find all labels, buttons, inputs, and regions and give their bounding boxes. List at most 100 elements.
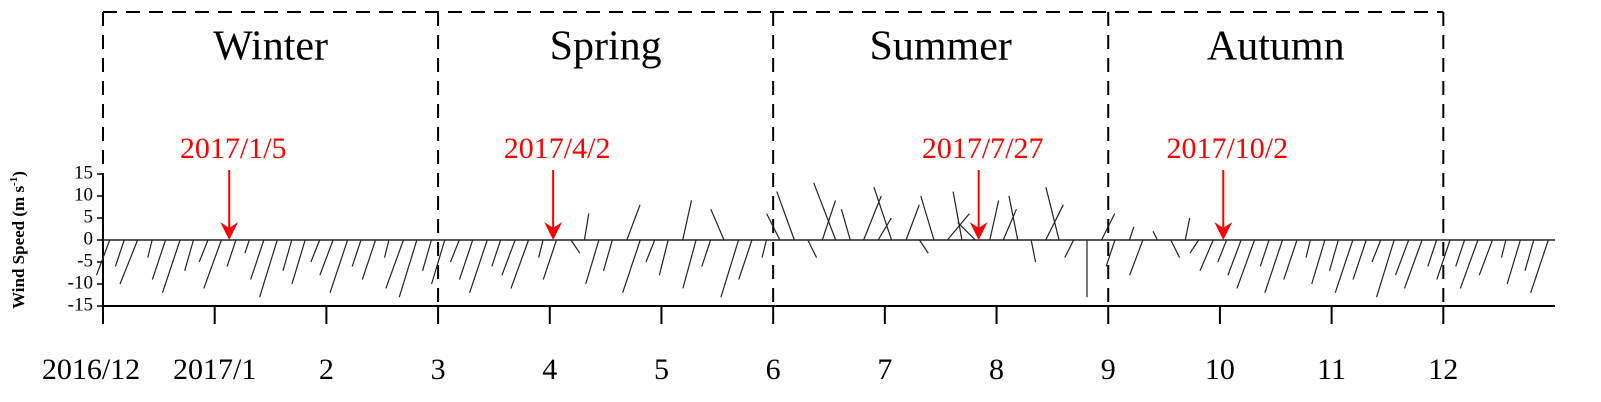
wind-stick [282, 239, 293, 271]
x-tick-label: 2017/1 [173, 353, 256, 386]
wind-stick [738, 239, 753, 280]
season-label: Summer [870, 24, 1012, 70]
wind-stick [920, 195, 935, 241]
wind-stick [1189, 239, 1200, 254]
wind-stick [1334, 239, 1354, 293]
wind-stick [807, 239, 818, 258]
wind-stick [449, 239, 460, 263]
y-tick-label: -10 [68, 272, 93, 293]
wind-stick [244, 239, 250, 254]
wind-stick [538, 239, 544, 258]
wind-stick [542, 239, 558, 280]
wind-stick [203, 239, 222, 289]
wind-stick [682, 239, 697, 289]
wind-stick [1455, 239, 1466, 267]
wind-stick [1500, 239, 1507, 258]
wind-stick [701, 239, 712, 267]
wind-stick [458, 239, 474, 280]
x-tick-label: 6 [766, 353, 781, 386]
annotation-label: 2017/4/2 [504, 132, 611, 165]
annotation-label: 2017/7/27 [922, 132, 1044, 165]
wind-stick [1100, 213, 1116, 241]
y-label-text: ) [9, 171, 28, 177]
x-tick-label: 5 [654, 353, 669, 386]
x-tick-label: 8 [989, 353, 1004, 386]
wind-stick [469, 239, 488, 293]
wind-stick [250, 239, 265, 280]
wind-stick [1311, 239, 1326, 285]
y-tick-label: 5 [84, 206, 94, 227]
wind-stick [989, 200, 1000, 241]
wind-stick [1506, 239, 1521, 285]
wind-stick [1375, 239, 1395, 298]
wind-stick [291, 239, 306, 285]
wind-stick [151, 239, 167, 280]
wind-stick [766, 213, 781, 241]
annotation-arrowhead [220, 222, 239, 240]
wind-stick [95, 239, 111, 276]
wind-stick [952, 191, 963, 241]
y-axis-label: Wind Speed (m s-1) [8, 171, 28, 309]
wind-stick [682, 200, 693, 241]
wind-stick [776, 191, 795, 241]
wind-stick [1259, 239, 1270, 267]
wind-stick [821, 200, 837, 241]
wind-stick [198, 239, 209, 263]
x-tick-label: 7 [877, 353, 892, 386]
wind-stick [385, 239, 405, 289]
wind-stick [421, 239, 432, 271]
x-tick-label: 2016/12 [42, 353, 140, 386]
wind-stick [583, 213, 590, 241]
wind-stick [114, 239, 125, 267]
x-tick-label: 3 [431, 353, 446, 386]
wind-stick [161, 239, 181, 293]
wind-stick [1184, 217, 1191, 241]
wind-stick [361, 239, 377, 280]
season-label: Autumn [1207, 24, 1345, 70]
wind-stick [1352, 239, 1367, 280]
annotation-arrowhead [969, 222, 988, 240]
wind-stick [1129, 239, 1144, 276]
y-label-sup: -1 [8, 177, 20, 186]
wind-stick [147, 239, 153, 258]
wind-stick [570, 239, 581, 254]
wind-stick [1105, 239, 1116, 267]
wind-stick [1264, 239, 1284, 293]
wind-stick [710, 208, 725, 241]
wind-stick [720, 239, 740, 298]
wind-stick [1524, 239, 1535, 271]
x-tick-label: 4 [542, 353, 557, 386]
wind-stick [1199, 239, 1214, 272]
wind-stick [813, 182, 837, 241]
wind-stick [877, 217, 892, 241]
wind-stick [501, 239, 516, 276]
wind-stick [1236, 239, 1256, 289]
wind-stick [1283, 239, 1298, 280]
season-label: Winter [213, 24, 328, 70]
wind-stick [1064, 239, 1075, 258]
x-tick-label: 2 [319, 353, 334, 386]
y-tick-label: 15 [74, 162, 93, 183]
wind-stick [1002, 208, 1017, 241]
wind-stick [1436, 239, 1451, 280]
wind-stick [1403, 239, 1423, 289]
wind-stick [351, 239, 362, 267]
wind-stick [1227, 239, 1242, 276]
wind-stick [622, 239, 641, 293]
wind-stick [873, 187, 893, 241]
x-tick-label: 11 [1317, 353, 1346, 386]
wind-stick [510, 239, 530, 289]
wind-stick [946, 213, 970, 241]
wind-stick [658, 239, 669, 276]
y-tick-label: -15 [68, 294, 93, 315]
wind-stick [1217, 239, 1228, 263]
annotation-arrowhead [1214, 222, 1233, 240]
wind-stick [905, 204, 920, 241]
wind-stick [1394, 239, 1410, 276]
annotation-label: 2017/1/5 [180, 132, 287, 165]
wind-stick [319, 239, 334, 276]
wind-stick [1371, 239, 1382, 263]
wind-stick [226, 239, 237, 267]
wind-stick [1427, 239, 1438, 267]
